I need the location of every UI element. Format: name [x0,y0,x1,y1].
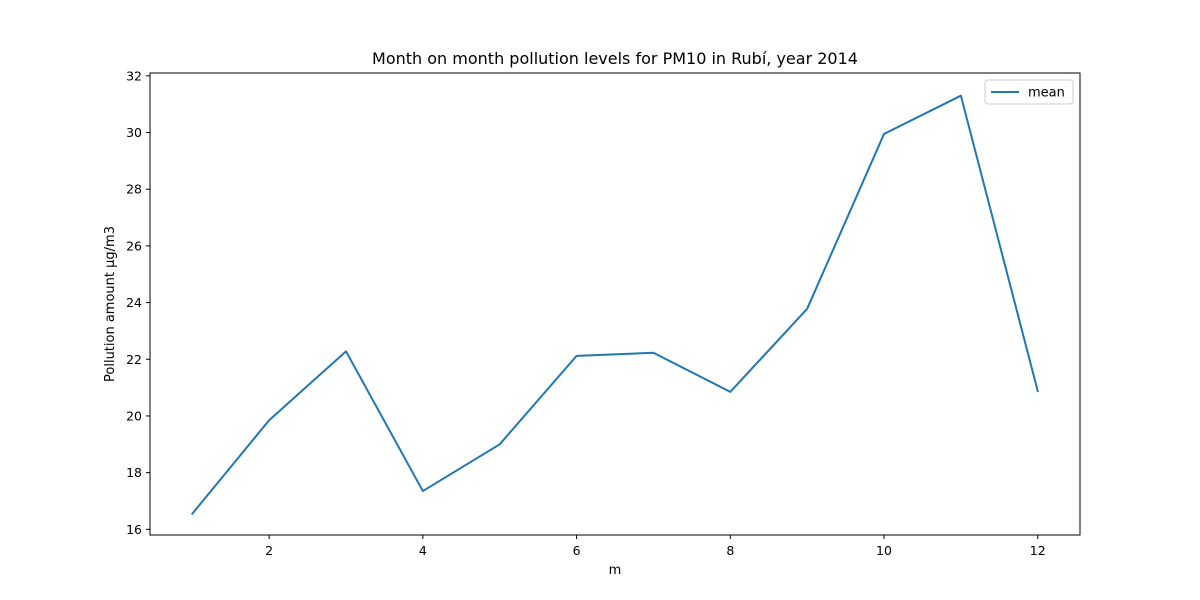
x-axis-label: m [609,563,622,578]
y-tick-label: 20 [126,408,142,423]
x-tick-label: 2 [265,543,273,558]
y-tick-label: 18 [126,465,142,480]
y-tick-label: 22 [126,352,142,367]
y-tick-label: 30 [126,125,142,140]
x-tick-label: 4 [419,543,427,558]
y-axis-label: Pollution amount µg/m3 [103,226,118,382]
axes-frame [149,72,1081,536]
legend: mean [984,79,1074,105]
y-tick-label: 32 [126,68,142,83]
plot-area [190,94,1039,516]
legend-entry-label: mean [1028,86,1065,101]
legend-box [984,79,1074,105]
x-tick-label: 12 [1030,543,1046,558]
chart-title: Month on month pollution levels for PM10… [372,49,858,68]
y-tick-label: 24 [126,295,142,310]
y-tick-label: 26 [126,238,142,253]
series-line-0 [190,94,1039,516]
y-tick-label: 16 [126,522,142,537]
x-tick-label: 10 [876,543,892,558]
x-tick-label: 8 [726,543,734,558]
y-tick-label: 28 [126,182,142,197]
x-tick-label: 6 [573,543,581,558]
